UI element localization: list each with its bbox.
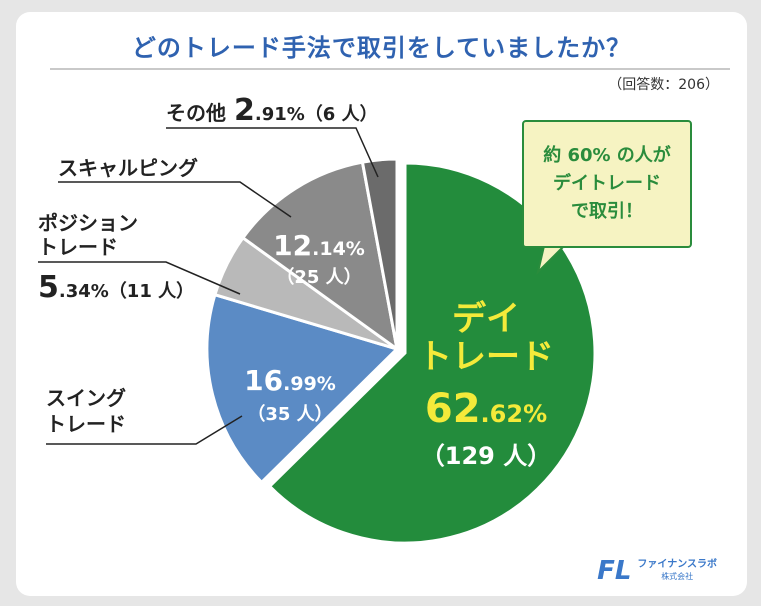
brand-logo: FL ファイナンスラボ 株式会社 bbox=[597, 556, 717, 586]
slice-label-position-pct-dec: .34% bbox=[59, 281, 109, 302]
pie-slice-swing bbox=[205, 292, 400, 485]
slice-label-scalping-pct-dec: .14% bbox=[312, 238, 365, 260]
slice-label-day-name-2: トレード bbox=[418, 337, 554, 377]
pie-slice-scalping bbox=[240, 160, 400, 353]
slice-label-position-count: （11 人） bbox=[109, 281, 194, 302]
leader-line-scalping bbox=[58, 181, 292, 218]
callout-line-3: で取引！ bbox=[571, 201, 643, 222]
pie-slice-day bbox=[267, 161, 597, 545]
leader-line-swing bbox=[46, 415, 243, 445]
leader-lines bbox=[38, 127, 379, 445]
callout-line-1: 約 60% の人が bbox=[543, 145, 671, 166]
slice-label-position-name-2: トレード bbox=[38, 235, 118, 259]
slice-label-position-name-1: ポジション bbox=[38, 211, 138, 235]
slice-label-scalping-pct: 12.14% bbox=[273, 229, 365, 262]
leader-line-other bbox=[166, 127, 379, 178]
slice-label-swing-name-1: スイング bbox=[46, 386, 126, 410]
pie-slice-other bbox=[360, 157, 399, 350]
logo-name: ファイナンスラボ bbox=[637, 559, 717, 570]
leader-line-position bbox=[38, 261, 241, 295]
slice-label-other: その他 2.91%（6 人） bbox=[166, 93, 378, 128]
slice-label-scalping-name: スキャルピング bbox=[58, 156, 198, 180]
callout-box: 約 60% の人が デイトレード で取引！ bbox=[522, 120, 692, 248]
slice-label-swing-pct-int: 16 bbox=[244, 364, 283, 397]
slice-label-other-pct-int: 2 bbox=[234, 93, 255, 128]
slice-label-day-pct: 62.62% bbox=[425, 386, 547, 432]
title-divider bbox=[50, 68, 730, 70]
chart-card: どのトレード手法で取引をしていましたか？ （回答数：206） デイ トレード 6… bbox=[16, 12, 747, 596]
slice-label-other-count: （6 人） bbox=[305, 104, 378, 125]
callout-line-2: デイトレード bbox=[553, 173, 661, 194]
slice-label-day-pct-int: 62 bbox=[425, 386, 481, 432]
slice-label-swing-name-2: トレード bbox=[46, 412, 126, 436]
slice-label-scalping-count: （25 人） bbox=[276, 267, 361, 288]
chart-title: どのトレード手法で取引をしていましたか？ bbox=[131, 34, 632, 62]
slice-label-day-name-1: デイ bbox=[452, 299, 520, 339]
pie-chart: デイ トレード 62.62% （129 人） 16.99% （35 人） 12.… bbox=[38, 93, 597, 545]
logo-text: ファイナンスラボ 株式会社 bbox=[637, 559, 717, 583]
slice-label-position-pct-int: 5 bbox=[38, 270, 59, 305]
slice-label-swing-pct: 16.99% bbox=[244, 364, 336, 397]
logo-mark-icon: FL bbox=[597, 556, 632, 586]
slice-label-position-pct: 5.34%（11 人） bbox=[38, 270, 194, 305]
slice-label-scalping-pct-int: 12 bbox=[273, 229, 312, 262]
pie-slices bbox=[205, 157, 597, 545]
slice-label-day-pct-dec: .62% bbox=[481, 400, 548, 428]
slice-label-day-count: （129 人） bbox=[421, 442, 551, 470]
slice-label-other-name: その他 bbox=[166, 101, 226, 125]
sample-size: （回答数：206） bbox=[608, 77, 719, 93]
slice-label-swing-count: （35 人） bbox=[247, 404, 332, 425]
slice-label-other-pct-dec: .91% bbox=[255, 104, 305, 125]
slice-label-swing-pct-dec: .99% bbox=[283, 373, 336, 395]
logo-sub: 株式会社 bbox=[661, 572, 694, 581]
